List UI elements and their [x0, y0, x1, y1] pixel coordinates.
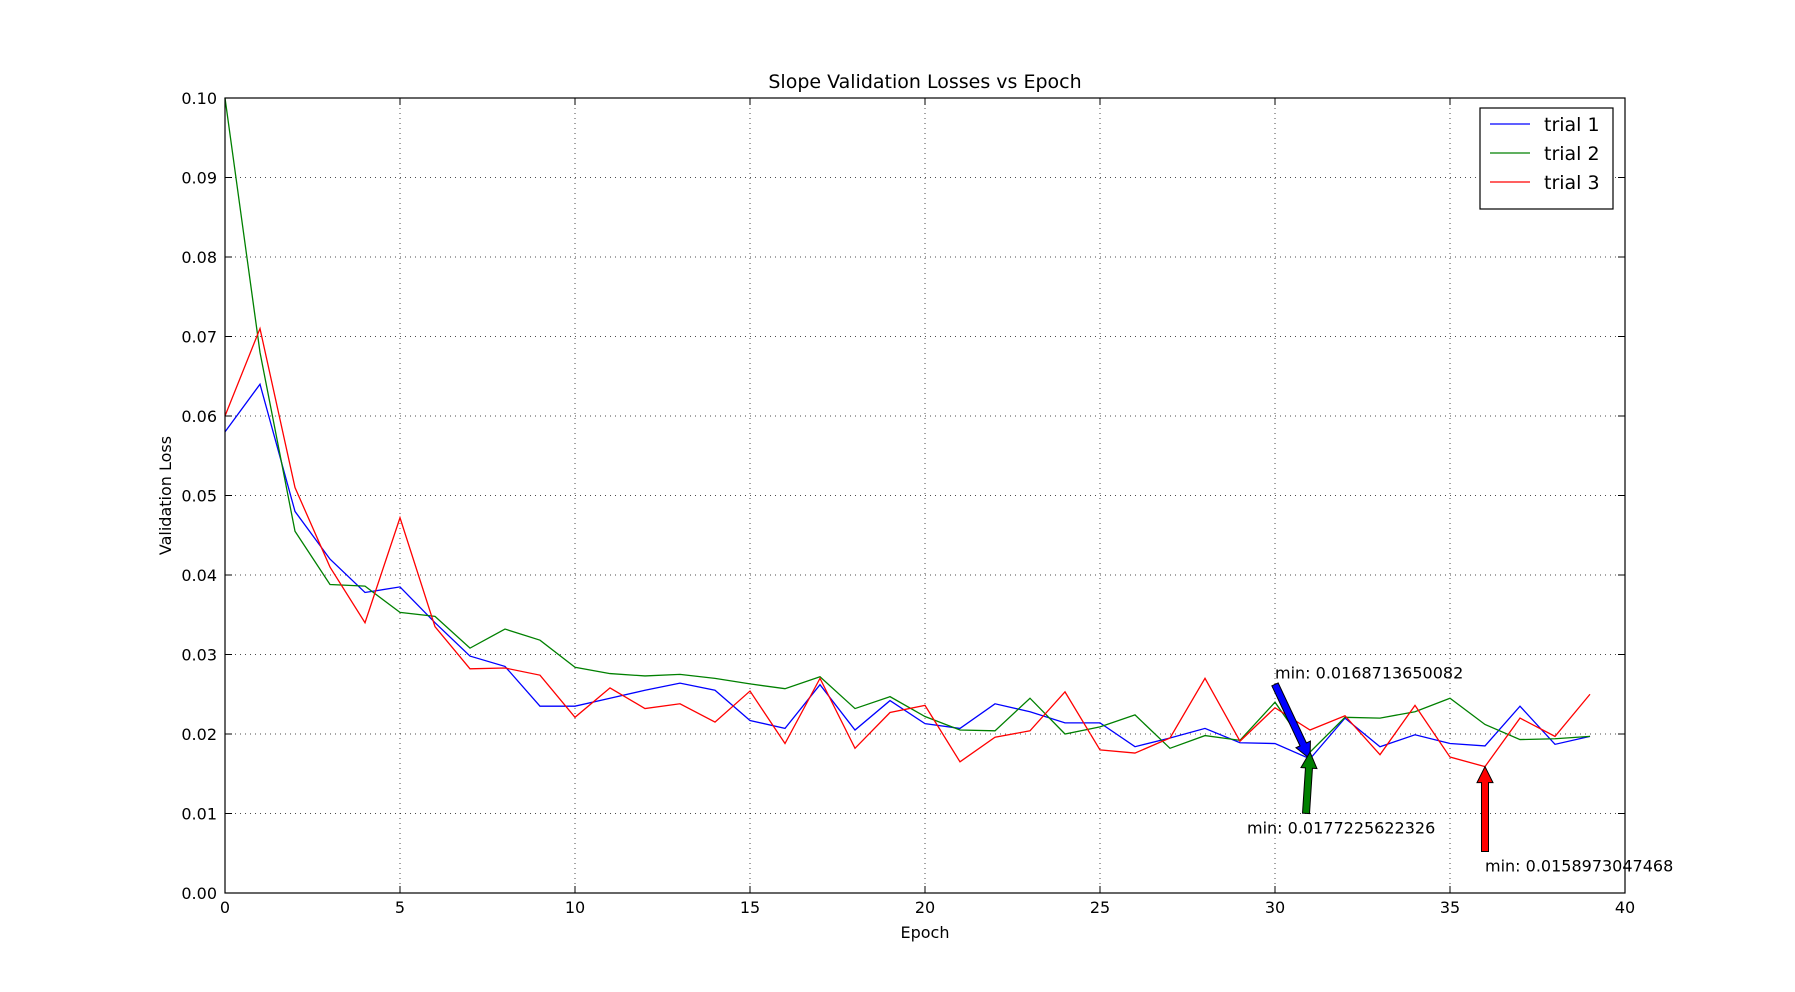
y-tick-label: 0.05 [181, 487, 217, 506]
x-tick-label: 20 [915, 898, 935, 917]
y-tick-label: 0.02 [181, 725, 217, 744]
annotation-arrow [1300, 750, 1318, 815]
y-tick-label: 0.00 [181, 884, 217, 903]
y-axis-label: Validation Loss [156, 436, 175, 555]
annotation-label: min: 0.0168713650082 [1275, 663, 1463, 682]
axis-ticks: 0 5 10 15 20 25 30 35 40 0.00 0.01 0.02 0.03 0.04 0.05… [181, 89, 1635, 917]
y-tick-label: 0.10 [181, 89, 217, 108]
x-tick-label: 0 [220, 898, 230, 917]
gridlines [225, 98, 1625, 893]
y-tick-label: 0.06 [181, 407, 217, 426]
x-tick-label: 40 [1615, 898, 1635, 917]
annotation-label: min: 0.0177225622326 [1247, 818, 1435, 837]
legend: trial 1 trial 2 trial 3 [1479, 107, 1614, 210]
x-tick-label: 5 [395, 898, 405, 917]
legend-label: trial 1 [1544, 114, 1600, 136]
series-lines [224, 97, 1591, 768]
x-tick-label: 30 [1265, 898, 1285, 917]
series-line-trial-1 [224, 382, 1591, 760]
y-tick-label: 0.03 [181, 646, 217, 665]
annotation-arrow [1271, 682, 1311, 760]
legend-box [1479, 107, 1614, 210]
series-line-trial-3 [224, 326, 1591, 768]
y-tick-label: 0.01 [181, 805, 217, 824]
legend-label: trial 2 [1544, 143, 1600, 165]
y-tick-label: 0.04 [181, 566, 217, 585]
legend-label: trial 3 [1544, 172, 1600, 194]
x-tick-label: 15 [740, 898, 760, 917]
annotations: min: 0.0168713650082 min: 0.0177225622326… [1247, 663, 1673, 875]
x-axis-label: Epoch [901, 923, 950, 942]
y-tick-label: 0.08 [181, 248, 217, 267]
x-tick-label: 35 [1440, 898, 1460, 917]
series-line-trial-2 [224, 97, 1591, 754]
annotation-label: min: 0.0158973047468 [1485, 857, 1673, 876]
annotation-arrow [1476, 765, 1494, 853]
x-tick-label: 25 [1090, 898, 1110, 917]
chart-title: Slope Validation Losses vs Epoch [768, 71, 1081, 93]
x-tick-label: 10 [565, 898, 585, 917]
y-tick-label: 0.07 [181, 328, 217, 347]
y-tick-label: 0.09 [181, 169, 217, 188]
